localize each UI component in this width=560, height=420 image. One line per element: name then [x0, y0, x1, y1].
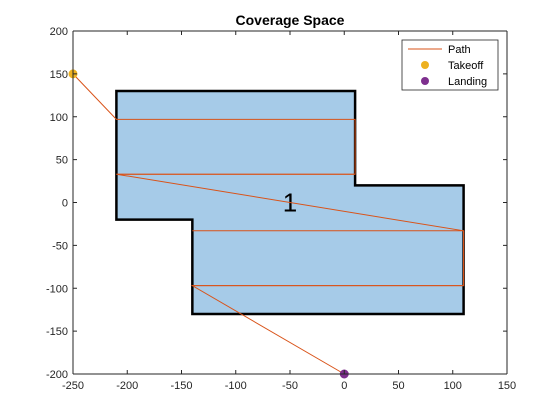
legend-label-path: Path — [448, 44, 471, 56]
y-tick-label: 200 — [50, 26, 68, 38]
y-tick-label: -100 — [46, 283, 68, 295]
y-tick-label: 150 — [50, 69, 68, 81]
legend-swatch-landing — [421, 77, 429, 85]
y-tick-label: -50 — [52, 240, 68, 252]
chart-title: Coverage Space — [236, 12, 345, 28]
x-tick-label: -50 — [282, 380, 298, 392]
x-tick-label: 100 — [444, 380, 462, 392]
x-tick-label: -200 — [116, 380, 138, 392]
x-tick-label: 0 — [341, 380, 347, 392]
legend-label-takeoff: Takeoff — [448, 60, 484, 72]
y-tick-label: 100 — [50, 112, 68, 124]
x-tick-label: -250 — [62, 380, 84, 392]
y-tick-label: 0 — [62, 198, 68, 210]
x-tick-label: -100 — [225, 380, 247, 392]
x-tick-label: 150 — [498, 380, 516, 392]
legend: Path Takeoff Landing — [401, 39, 499, 91]
legend-box — [401, 39, 499, 91]
legend-swatch-takeoff — [421, 61, 429, 69]
y-tick-label: 50 — [56, 155, 68, 167]
legend-label-landing: Landing — [448, 76, 487, 88]
x-tick-label: 50 — [392, 380, 404, 392]
y-tick-label: -150 — [46, 326, 68, 338]
y-tick-label: -200 — [46, 369, 68, 381]
series-line-path — [72, 73, 465, 375]
x-tick-label: -150 — [170, 380, 192, 392]
